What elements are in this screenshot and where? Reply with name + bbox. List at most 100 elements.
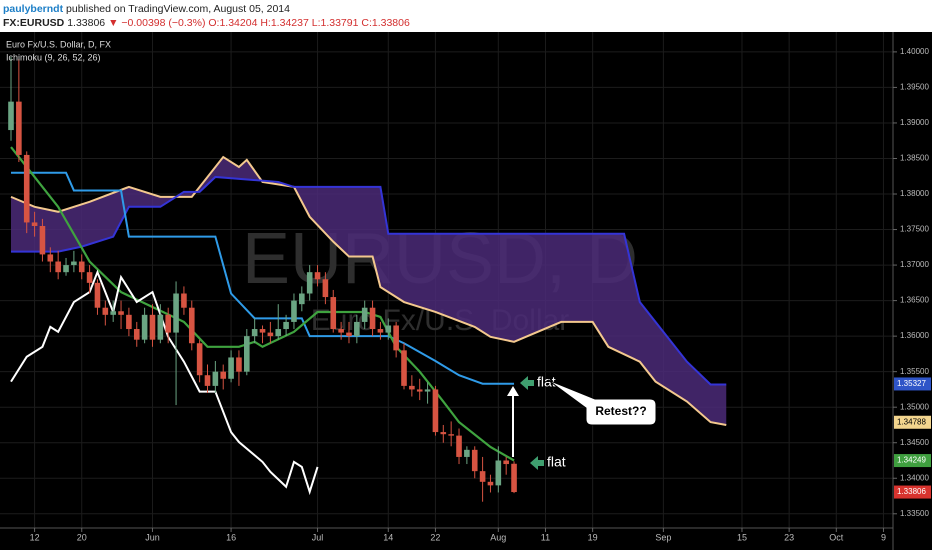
candle-body xyxy=(71,261,77,266)
candle-body xyxy=(440,432,447,435)
x-tick-label: 16 xyxy=(226,532,236,542)
candle-body xyxy=(401,350,407,386)
price-label-box xyxy=(894,377,931,391)
y-tick-label: 1.37000 xyxy=(900,260,929,269)
candle-body xyxy=(409,385,415,390)
price-label: 1.33806 xyxy=(897,487,926,496)
y-tick-label: 1.35000 xyxy=(900,402,929,411)
candle-body xyxy=(487,481,494,486)
ohlc: C:1.33806 xyxy=(361,17,410,29)
price-label-box xyxy=(894,485,931,499)
candle-body xyxy=(102,307,109,315)
candle-body xyxy=(251,329,258,337)
candle-body xyxy=(204,375,211,386)
candle-body xyxy=(94,282,101,308)
candle-body xyxy=(133,329,140,340)
candle-body xyxy=(236,357,242,372)
annotation: flat xyxy=(537,374,556,390)
header-line: FX:EURUSD 1.33806 ▼ −0.00398 (−0.3%) O:1… xyxy=(3,16,932,30)
x-tick-label: Aug xyxy=(490,532,506,542)
y-tick-label: 1.35500 xyxy=(900,367,929,376)
candle-body xyxy=(31,222,38,226)
x-tick-label: 12 xyxy=(30,532,40,542)
chart: EURUSD, D Euro Fx/U.S. Dollar Euro Fx/U.… xyxy=(0,32,932,550)
candle-body xyxy=(8,101,14,131)
candle-body xyxy=(479,471,486,482)
x-tick-label: Sep xyxy=(655,532,671,542)
x-tick-label: 19 xyxy=(588,532,598,542)
x-tick-label: Jul xyxy=(312,532,324,542)
arrow-head xyxy=(507,386,519,396)
candle-body xyxy=(212,371,219,386)
arrow-flat xyxy=(530,456,544,470)
x-tick-label: 23 xyxy=(784,532,794,542)
header: paulyberndt published on TradingView.com… xyxy=(0,0,932,32)
candle-body xyxy=(416,389,423,392)
symbol: FX:EURUSD xyxy=(3,17,65,29)
candle-body xyxy=(511,463,517,493)
candle-body xyxy=(23,154,30,223)
x-tick-label: Oct xyxy=(829,532,844,542)
candle-body xyxy=(322,279,329,298)
candle-body xyxy=(338,329,344,333)
candle-body xyxy=(47,254,54,262)
change: ▼ −0.00398 (−0.3%) xyxy=(108,17,206,29)
chart-title: Euro Fx/U.S. Dollar, D, FX xyxy=(6,39,111,49)
candle-body xyxy=(157,314,164,340)
candle-body xyxy=(181,293,187,308)
ohlc: L:1.33791 xyxy=(311,17,359,29)
candle-body xyxy=(346,332,352,337)
candle-body xyxy=(118,311,124,315)
arrow-flat xyxy=(520,376,534,390)
candle-body xyxy=(377,329,384,333)
ichimoku-span-a xyxy=(10,155,727,426)
ohlc: O:1.34204 xyxy=(208,17,258,29)
candle-body xyxy=(456,435,462,457)
y-tick-label: 1.39500 xyxy=(900,83,929,92)
candle-body xyxy=(495,460,502,486)
candle-body xyxy=(78,261,85,273)
y-tick-label: 1.37500 xyxy=(900,225,929,234)
candle-body xyxy=(306,272,313,294)
y-tick-label: 1.33500 xyxy=(900,509,929,518)
candle-body xyxy=(149,314,156,340)
candle-body xyxy=(126,314,132,330)
candle-body xyxy=(314,272,321,280)
y-tick-label: 1.38500 xyxy=(900,154,929,163)
price-label: 1.34249 xyxy=(897,456,926,465)
candle-body xyxy=(86,272,93,283)
candle-body xyxy=(39,225,46,255)
candle-body xyxy=(196,343,203,376)
y-tick-label: 1.38000 xyxy=(900,189,929,198)
candle-body xyxy=(55,261,61,273)
callout xyxy=(547,379,657,426)
last-price: 1.33806 xyxy=(67,17,106,29)
candle-body xyxy=(244,336,250,372)
candle-body xyxy=(110,311,116,315)
x-tick-label: 14 xyxy=(383,532,393,542)
candle-body xyxy=(464,449,470,457)
x-tick-label: 9 xyxy=(881,532,886,542)
price-label-box xyxy=(894,454,931,468)
y-tick-label: 1.36000 xyxy=(900,331,929,340)
x-tick-label: 11 xyxy=(541,532,550,542)
candle-body xyxy=(283,321,289,330)
plot xyxy=(8,56,727,502)
author[interactable]: paulyberndt xyxy=(3,3,64,15)
candle-body xyxy=(259,329,266,333)
y-tick-label: 1.40000 xyxy=(900,47,929,56)
y-tick-label: 1.36500 xyxy=(900,296,929,305)
candle-body xyxy=(299,293,305,305)
candle-body xyxy=(141,314,148,340)
candle-body xyxy=(503,460,509,465)
candle-body xyxy=(448,434,454,436)
candle-body xyxy=(424,389,431,392)
candle-body xyxy=(330,297,337,330)
annotation: flat xyxy=(547,454,566,470)
x-tick-label: 15 xyxy=(737,532,747,542)
price-label: 1.34788 xyxy=(897,417,926,426)
y-tick-label: 1.34500 xyxy=(900,438,929,447)
candle-body xyxy=(369,307,376,330)
candle-body xyxy=(173,293,179,333)
